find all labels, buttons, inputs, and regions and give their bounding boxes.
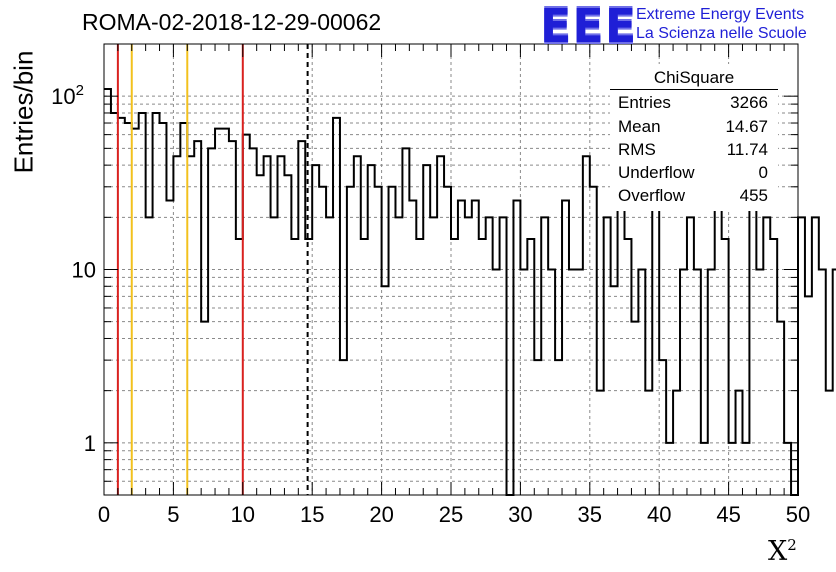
x-tick-label: 5 (167, 502, 179, 527)
stat-label: RMS (618, 140, 656, 159)
stats-title: ChiSquare (653, 68, 735, 87)
stat-label: Overflow (618, 186, 686, 205)
x-tick-label: 15 (300, 502, 324, 527)
stat-label: Entries (618, 93, 671, 112)
x-tick-label: 30 (508, 502, 532, 527)
stat-label: Mean (618, 117, 661, 136)
x-tick-label: 25 (439, 502, 463, 527)
stat-value: 3266 (730, 93, 768, 112)
stats-divider (610, 89, 778, 90)
run-title: ROMA-02-2018-12-29-00062 (82, 9, 382, 35)
y-axis-label: Entries/bin (8, 50, 39, 174)
x-tick-label: 20 (369, 502, 393, 527)
x-tick-label: 10 (231, 502, 255, 527)
y-tick-label: 102 (51, 82, 84, 109)
stat-value: 11.74 (726, 140, 768, 159)
stat-value: 14.67 (725, 117, 768, 136)
x-axis-label: X2 (768, 536, 797, 567)
stat-label: Underflow (618, 163, 695, 182)
stat-value: 0 (758, 163, 768, 182)
stats-box: ChiSquare Entries 3266 Mean 14.67 RMS 11… (610, 64, 778, 211)
x-tick-label: 45 (716, 502, 740, 527)
y-tick-label: 10 (72, 258, 96, 283)
x-tick-label: 50 (786, 502, 810, 527)
logo-line-1: Extreme Energy Events (636, 6, 805, 23)
logo-line-2: La Scienza nelle Scuole (636, 25, 807, 42)
x-tick-label: 40 (647, 502, 671, 527)
y-tick-label: 1 (84, 431, 96, 456)
x-tick-label: 35 (578, 502, 602, 527)
eee-logo-mark: EEE (540, 0, 638, 53)
stat-value: 455 (739, 186, 768, 205)
x-tick-label: 0 (98, 502, 110, 527)
